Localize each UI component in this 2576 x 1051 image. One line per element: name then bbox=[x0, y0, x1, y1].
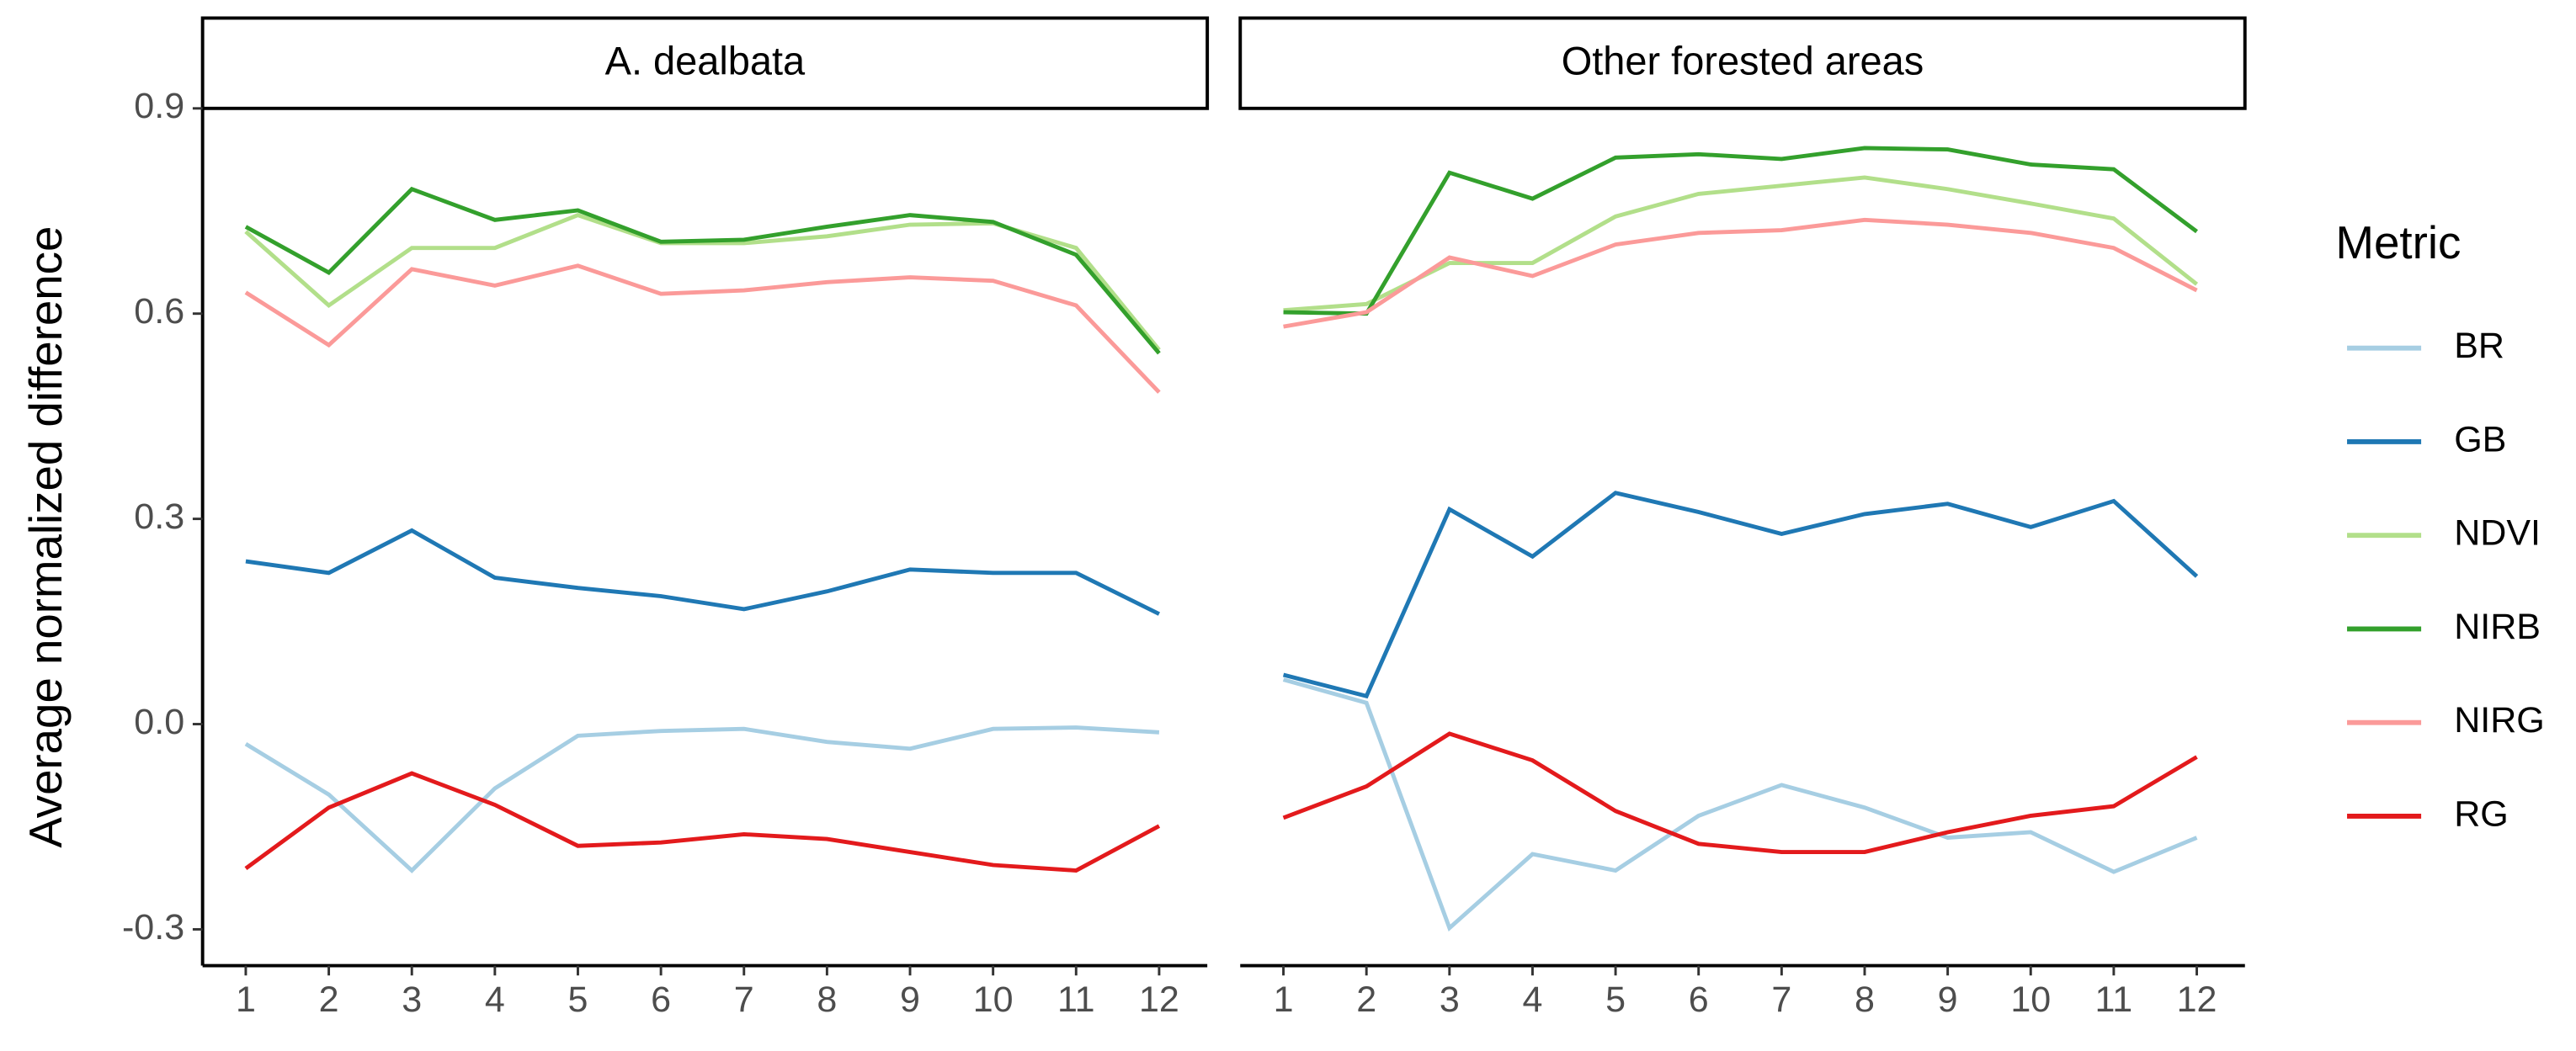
series-line bbox=[244, 263, 1161, 394]
series-line bbox=[245, 528, 1161, 616]
series-line bbox=[1282, 731, 2198, 854]
legend-title: Metric bbox=[2335, 216, 2461, 268]
y-tick-label: 0.6 bbox=[134, 291, 184, 332]
legend-label: BR bbox=[2454, 326, 2504, 366]
y-tick-label: 0.9 bbox=[134, 86, 184, 126]
legend-label: NIRG bbox=[2454, 700, 2545, 740]
x-tick-label: 6 bbox=[1689, 979, 1709, 1020]
x-tick-label: 11 bbox=[1057, 979, 1095, 1020]
x-tick-label: 12 bbox=[1139, 979, 1179, 1020]
series-line bbox=[1282, 677, 2198, 932]
x-tick-label: 5 bbox=[568, 979, 588, 1020]
x-tick-label: 3 bbox=[1440, 979, 1460, 1020]
x-tick-label: 8 bbox=[817, 979, 837, 1020]
x-tick-label: 1 bbox=[1274, 979, 1294, 1020]
x-tick-label: 2 bbox=[1356, 979, 1376, 1020]
x-tick-label: 2 bbox=[319, 979, 339, 1020]
x-tick-label: 9 bbox=[900, 979, 920, 1020]
legend-label: NDVI bbox=[2454, 513, 2541, 554]
y-axis-label: Average normalized difference bbox=[19, 226, 72, 848]
series-line bbox=[1283, 146, 2199, 316]
facet-strip bbox=[200, 16, 1210, 110]
x-tick-label: 11 bbox=[2095, 979, 2133, 1020]
x-tick-label: 10 bbox=[973, 979, 1014, 1020]
series-line bbox=[244, 186, 1161, 355]
facet-title: Other forested areas bbox=[1562, 40, 1924, 83]
x-tick-label: 6 bbox=[651, 979, 671, 1020]
x-tick-label: 4 bbox=[1522, 979, 1542, 1020]
facet-title: A. dealbata bbox=[605, 40, 806, 83]
y-tick-label: -0.3 bbox=[122, 907, 184, 947]
x-tick-label: 3 bbox=[402, 979, 422, 1020]
series-line bbox=[244, 771, 1161, 873]
x-tick-label: 7 bbox=[1771, 979, 1791, 1020]
x-tick-label: 8 bbox=[1855, 979, 1875, 1020]
x-tick-label: 12 bbox=[2177, 979, 2217, 1020]
x-tick-label: 1 bbox=[236, 979, 256, 1020]
series-line bbox=[1282, 491, 2199, 699]
series-line bbox=[1283, 175, 2199, 313]
x-tick-label: 10 bbox=[2010, 979, 2051, 1020]
y-tick-label: 0.0 bbox=[134, 702, 184, 742]
x-tick-label: 9 bbox=[1938, 979, 1958, 1020]
y-tick-label: 0.3 bbox=[134, 496, 184, 537]
series-line bbox=[1283, 217, 2198, 329]
series-line bbox=[244, 725, 1160, 873]
legend-label: NIRB bbox=[2454, 607, 2541, 647]
legend-label: RG bbox=[2454, 794, 2509, 834]
x-tick-label: 7 bbox=[734, 979, 754, 1020]
x-tick-label: 4 bbox=[485, 979, 505, 1020]
facet-strip bbox=[1238, 16, 2247, 110]
legend-label: GB bbox=[2454, 419, 2506, 459]
x-tick-label: 5 bbox=[1605, 979, 1626, 1020]
